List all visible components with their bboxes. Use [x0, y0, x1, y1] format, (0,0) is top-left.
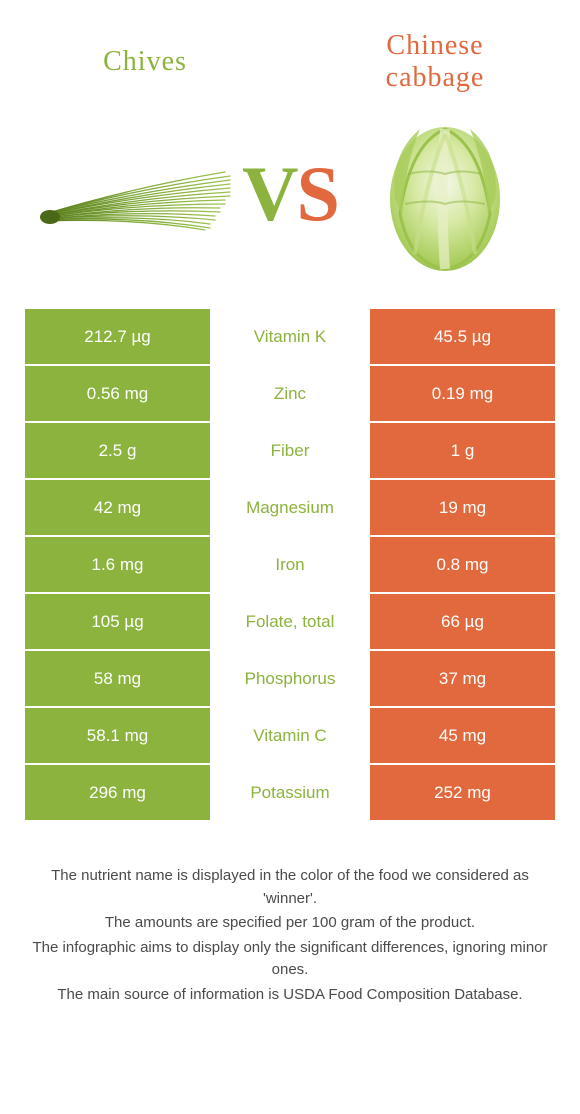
nutrient-name-cell: Magnesium	[212, 480, 368, 535]
header-row: Chives Chinese cabbage	[25, 30, 555, 119]
vs-v-letter: V	[242, 149, 296, 239]
vs-label: VS	[242, 149, 338, 239]
left-value-cell: 296 mg	[25, 765, 210, 820]
left-value-cell: 58 mg	[25, 651, 210, 706]
left-value-cell: 212.7 µg	[25, 309, 210, 364]
right-value-cell: 1 g	[370, 423, 555, 478]
right-value-cell: 0.19 mg	[370, 366, 555, 421]
left-value-cell: 42 mg	[25, 480, 210, 535]
nutrient-name-cell: Fiber	[212, 423, 368, 478]
left-value-cell: 1.6 mg	[25, 537, 210, 592]
images-row: VS	[25, 119, 555, 309]
left-value-cell: 0.56 mg	[25, 366, 210, 421]
right-value-cell: 45.5 µg	[370, 309, 555, 364]
footer-line: The main source of information is USDA F…	[30, 984, 550, 1007]
footer-notes: The nutrient name is displayed in the co…	[25, 865, 555, 1006]
right-value-cell: 19 mg	[370, 480, 555, 535]
vs-s-letter: S	[296, 149, 337, 239]
table-row: 212.7 µgVitamin K45.5 µg	[25, 309, 555, 364]
table-row: 296 mgPotassium252 mg	[25, 765, 555, 820]
table-row: 42 mgMagnesium19 mg	[25, 480, 555, 535]
chives-image	[35, 119, 235, 269]
right-value-cell: 37 mg	[370, 651, 555, 706]
left-value-cell: 58.1 mg	[25, 708, 210, 763]
nutrient-name-cell: Iron	[212, 537, 368, 592]
nutrient-name-cell: Zinc	[212, 366, 368, 421]
nutrient-name-cell: Vitamin K	[212, 309, 368, 364]
right-food-label: Chinese cabbage	[335, 30, 535, 94]
nutrient-name-cell: Potassium	[212, 765, 368, 820]
nutrient-name-cell: Vitamin C	[212, 708, 368, 763]
left-value-cell: 2.5 g	[25, 423, 210, 478]
left-value-cell: 105 µg	[25, 594, 210, 649]
comparison-table: 212.7 µgVitamin K45.5 µg0.56 mgZinc0.19 …	[25, 309, 555, 820]
table-row: 0.56 mgZinc0.19 mg	[25, 366, 555, 421]
right-value-cell: 66 µg	[370, 594, 555, 649]
table-row: 58.1 mgVitamin C45 mg	[25, 708, 555, 763]
left-food-label: Chives	[45, 46, 245, 78]
right-value-cell: 252 mg	[370, 765, 555, 820]
right-value-cell: 0.8 mg	[370, 537, 555, 592]
right-value-cell: 45 mg	[370, 708, 555, 763]
nutrient-name-cell: Folate, total	[212, 594, 368, 649]
table-row: 2.5 gFiber1 g	[25, 423, 555, 478]
table-row: 105 µgFolate, total66 µg	[25, 594, 555, 649]
cabbage-image	[345, 119, 545, 269]
footer-line: The infographic aims to display only the…	[30, 937, 550, 982]
footer-line: The amounts are specified per 100 gram o…	[30, 912, 550, 935]
table-row: 1.6 mgIron0.8 mg	[25, 537, 555, 592]
table-row: 58 mgPhosphorus37 mg	[25, 651, 555, 706]
nutrient-name-cell: Phosphorus	[212, 651, 368, 706]
footer-line: The nutrient name is displayed in the co…	[30, 865, 550, 910]
